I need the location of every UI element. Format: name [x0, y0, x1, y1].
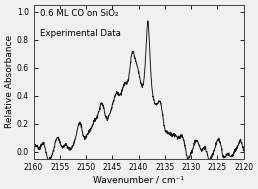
Y-axis label: Relative Absorbance: Relative Absorbance	[5, 35, 14, 128]
Text: 0.6 ML CO on SiO₂: 0.6 ML CO on SiO₂	[40, 9, 118, 19]
Text: Experimental Data: Experimental Data	[40, 29, 121, 38]
X-axis label: Wavenumber / cm⁻¹: Wavenumber / cm⁻¹	[93, 175, 184, 184]
